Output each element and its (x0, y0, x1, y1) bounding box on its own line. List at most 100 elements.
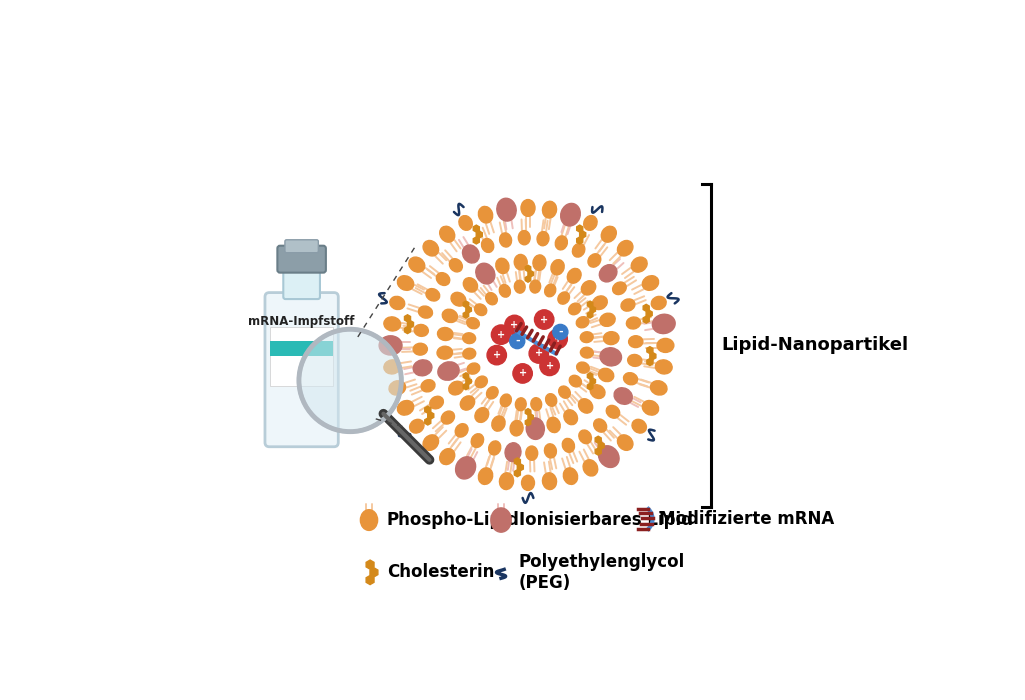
Ellipse shape (466, 318, 480, 329)
Ellipse shape (437, 272, 450, 286)
Ellipse shape (577, 362, 589, 373)
Ellipse shape (561, 204, 580, 226)
Circle shape (534, 310, 554, 329)
Ellipse shape (579, 430, 591, 444)
Circle shape (505, 315, 524, 335)
Ellipse shape (652, 314, 675, 334)
Ellipse shape (567, 268, 581, 284)
Ellipse shape (515, 254, 527, 270)
Ellipse shape (547, 417, 561, 433)
Circle shape (512, 364, 532, 383)
Ellipse shape (628, 336, 643, 348)
Ellipse shape (496, 258, 509, 274)
Ellipse shape (451, 293, 465, 306)
Ellipse shape (521, 199, 535, 216)
Ellipse shape (626, 317, 641, 329)
Ellipse shape (657, 338, 673, 352)
Ellipse shape (544, 284, 556, 297)
Ellipse shape (583, 216, 598, 230)
Ellipse shape (390, 381, 406, 395)
Ellipse shape (643, 400, 659, 415)
Ellipse shape (442, 411, 454, 424)
Ellipse shape (499, 284, 510, 298)
Ellipse shape (516, 398, 526, 411)
FancyBboxPatch shape (271, 326, 333, 386)
Ellipse shape (413, 343, 427, 355)
Ellipse shape (621, 299, 634, 311)
Ellipse shape (542, 473, 557, 489)
Text: Polyethylenglycol
(PEG): Polyethylenglycol (PEG) (519, 553, 685, 592)
Ellipse shape (606, 405, 620, 418)
Ellipse shape (463, 278, 478, 292)
Circle shape (509, 334, 525, 349)
Ellipse shape (414, 325, 428, 337)
Ellipse shape (537, 232, 549, 246)
Ellipse shape (467, 363, 480, 374)
Ellipse shape (510, 421, 523, 436)
Ellipse shape (627, 354, 642, 366)
Ellipse shape (651, 381, 667, 395)
Ellipse shape (578, 399, 592, 413)
Ellipse shape (576, 316, 589, 328)
Ellipse shape (482, 239, 494, 253)
Ellipse shape (558, 292, 570, 304)
Ellipse shape (581, 281, 596, 295)
Ellipse shape (390, 296, 405, 309)
Ellipse shape (614, 388, 632, 405)
FancyBboxPatch shape (278, 246, 326, 272)
Ellipse shape (429, 396, 444, 409)
Ellipse shape (544, 444, 557, 458)
Ellipse shape (499, 233, 511, 247)
Ellipse shape (463, 349, 476, 359)
Ellipse shape (413, 360, 432, 376)
Ellipse shape (588, 254, 601, 267)
Ellipse shape (505, 443, 521, 461)
Ellipse shape (486, 293, 497, 304)
Ellipse shape (379, 336, 402, 355)
Ellipse shape (617, 241, 632, 256)
Ellipse shape (651, 296, 666, 309)
Ellipse shape (533, 255, 546, 270)
Ellipse shape (604, 332, 619, 344)
Text: Cholesterin: Cholesterin (386, 564, 494, 581)
Text: +: + (497, 330, 505, 340)
FancyBboxPatch shape (285, 240, 319, 253)
Ellipse shape (384, 360, 401, 374)
Ellipse shape (437, 346, 452, 359)
Ellipse shape (487, 386, 498, 399)
Ellipse shape (643, 276, 659, 290)
Ellipse shape (384, 317, 401, 331)
Circle shape (491, 325, 510, 344)
Ellipse shape (472, 434, 484, 447)
Ellipse shape (426, 288, 440, 301)
Ellipse shape (409, 257, 424, 272)
Ellipse shape (491, 508, 511, 532)
Ellipse shape (492, 416, 505, 431)
Ellipse shape (449, 382, 463, 395)
Ellipse shape (592, 296, 607, 309)
Ellipse shape (600, 265, 617, 282)
Ellipse shape (623, 372, 638, 385)
Text: Phospho-Lipid: Phospho-Lipid (386, 511, 520, 529)
Ellipse shape (438, 328, 453, 340)
Ellipse shape (423, 435, 439, 450)
Ellipse shape (583, 460, 598, 476)
Ellipse shape (550, 260, 564, 275)
Ellipse shape (479, 468, 493, 484)
Text: +: + (519, 368, 527, 379)
Ellipse shape (600, 313, 615, 326)
Ellipse shape (479, 206, 493, 223)
FancyBboxPatch shape (265, 293, 338, 447)
FancyBboxPatch shape (283, 265, 320, 299)
Ellipse shape (580, 332, 593, 342)
Ellipse shape (475, 304, 487, 316)
Ellipse shape (462, 332, 476, 344)
Ellipse shape (602, 226, 616, 242)
Ellipse shape (460, 396, 475, 410)
Ellipse shape (440, 226, 455, 242)
Ellipse shape (462, 245, 480, 263)
Ellipse shape (556, 236, 568, 250)
Ellipse shape (632, 419, 647, 433)
Ellipse shape (440, 449, 455, 465)
Circle shape (299, 329, 402, 432)
